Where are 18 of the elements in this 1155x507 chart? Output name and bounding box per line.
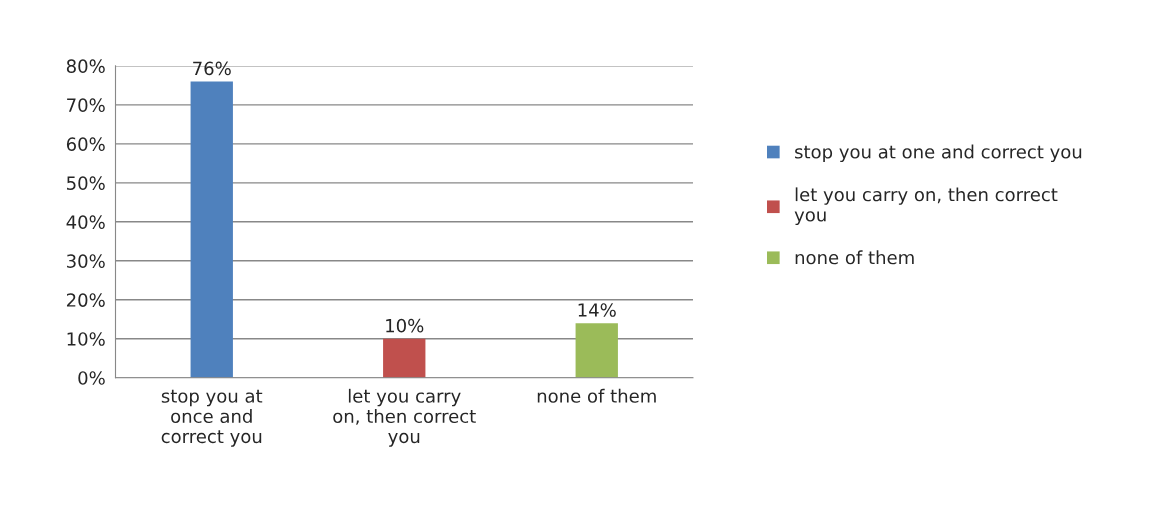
- y-tick-label: 40%: [66, 215, 105, 229]
- y-tick-label: 70%: [67, 98, 105, 112]
- y-tick-label: 20%: [66, 293, 105, 307]
- y-tick-label: 30%: [67, 254, 105, 268]
- x-tick-label: let you carry on, then correct you: [333, 388, 476, 447]
- legend-label: none of them: [795, 250, 914, 265]
- legend-label: let you carry on, then correct you: [794, 187, 1058, 226]
- x-tick-label: none of them: [537, 388, 656, 403]
- y-tick-label: 50%: [67, 176, 105, 190]
- data-label: 10%: [386, 318, 424, 333]
- y-tick-label: 60%: [66, 137, 105, 151]
- x-tick-label: stop you at once and correct you: [161, 389, 263, 447]
- data-label: 14%: [578, 303, 616, 317]
- legend-label: stop you at one and correct you: [795, 144, 1082, 163]
- data-label: 76%: [193, 61, 231, 76]
- y-tick-label: 80%: [66, 59, 105, 74]
- y-tick-label: 0%: [78, 371, 105, 385]
- y-tick-label: 10%: [67, 332, 105, 346]
